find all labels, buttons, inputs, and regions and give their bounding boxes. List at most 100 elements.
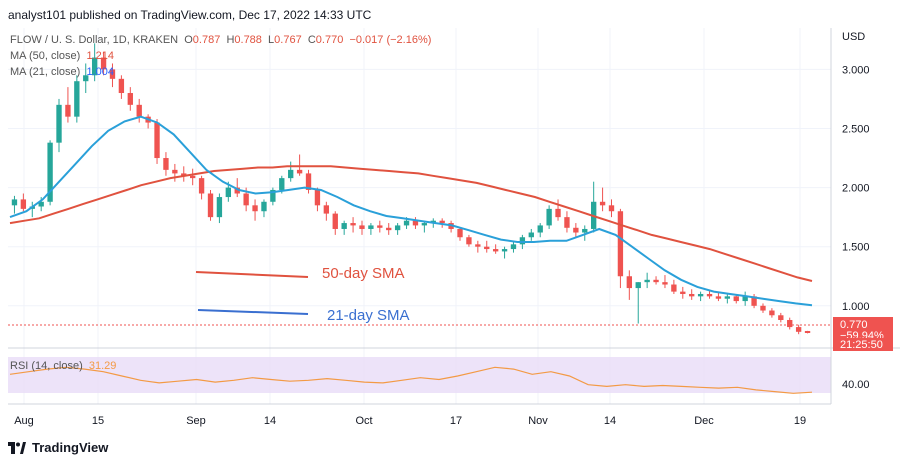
- time-label: 19: [794, 415, 806, 427]
- candle-body: [412, 220, 419, 226]
- change-value: −0.017 (−2.16%): [349, 34, 432, 46]
- candle-body: [457, 228, 463, 238]
- candle-body: [74, 81, 80, 117]
- candle-body: [466, 237, 472, 245]
- candle-body: [350, 223, 356, 226]
- tradingview-logo[interactable]: TradingView: [8, 440, 108, 455]
- sma50-annotation-line: [195, 271, 309, 278]
- price-tick-label: 1.500: [842, 242, 870, 254]
- close-value: 0.770: [315, 34, 344, 46]
- price-tick-label: 2.500: [842, 123, 870, 135]
- candle-body: [555, 208, 561, 218]
- candle-body: [537, 225, 543, 233]
- candle-body: [787, 319, 793, 328]
- candle-body: [804, 330, 811, 333]
- candle-body: [83, 75, 89, 82]
- candle-body: [492, 249, 499, 252]
- candle-body: [635, 282, 641, 289]
- l-label: L: [268, 34, 275, 46]
- currency-label: USD: [842, 31, 865, 43]
- rsi-legend: RSI (14, close) 31.29: [10, 360, 116, 372]
- candle-body: [56, 104, 62, 143]
- high-value: 0.788: [234, 34, 262, 46]
- candle-body: [368, 225, 374, 229]
- candle-body: [38, 201, 44, 207]
- candle-body: [394, 225, 401, 231]
- candle-body: [653, 279, 659, 283]
- candle-body: [109, 69, 116, 79]
- candle-body: [689, 293, 695, 297]
- candle-body: [475, 244, 481, 247]
- candle-body: [501, 249, 508, 252]
- candle-body: [225, 187, 231, 198]
- candle-body: [751, 296, 757, 306]
- candle-body: [573, 227, 579, 233]
- candle-body: [296, 169, 303, 174]
- rsi-legend-label: RSI (14, close): [10, 360, 83, 372]
- candle-body: [671, 284, 677, 292]
- ma50-line: [9, 165, 813, 282]
- candle-body: [359, 225, 365, 229]
- candle-body: [403, 220, 410, 226]
- ma50-legend: MA (50, close) 1.214: [10, 50, 114, 62]
- ma50-legend-label: MA (50, close): [10, 50, 81, 62]
- candle-body: [100, 57, 107, 70]
- time-label: Aug: [14, 415, 34, 427]
- time-label: 14: [264, 415, 276, 427]
- countdown-value: 21:25:50: [840, 339, 883, 351]
- candle-body: [163, 158, 169, 170]
- ma21-legend-value: 1.004: [86, 66, 114, 78]
- candle-body: [599, 201, 606, 206]
- time-label: 14: [604, 415, 616, 427]
- time-label: 15: [92, 415, 104, 427]
- countdown-tag: [833, 338, 893, 351]
- candle-body: [617, 211, 624, 277]
- ma21-line: [9, 115, 813, 307]
- candle-body: [207, 193, 214, 218]
- candle-body: [181, 173, 187, 176]
- candle-body: [510, 244, 517, 250]
- grid: [8, 28, 831, 404]
- candle-body: [564, 217, 570, 228]
- candle-body: [47, 142, 53, 202]
- tradingview-logo-text: TradingView: [32, 440, 109, 455]
- time-axis-labels: Aug 15 Sep 14 Oct 17 Nov 14 Dec 19: [14, 415, 806, 427]
- candle-body: [190, 175, 196, 179]
- last-price-value: 0.770: [840, 319, 868, 331]
- candle-body: [439, 220, 445, 224]
- candle-body: [323, 205, 330, 214]
- candle-body: [377, 225, 383, 228]
- candle-body: [216, 197, 223, 218]
- tradingview-logo-icon: [8, 441, 26, 454]
- rsi-line: [9, 366, 813, 394]
- h-label: H: [226, 34, 235, 46]
- candle-body: [724, 296, 731, 299]
- candle-body: [769, 310, 775, 316]
- candle-body: [715, 296, 722, 299]
- candle-body: [733, 296, 739, 302]
- c-label: C: [307, 34, 316, 46]
- time-label: Oct: [355, 415, 372, 427]
- candle-body: [91, 57, 98, 76]
- candle-body: [662, 282, 668, 285]
- candle-body: [305, 173, 312, 190]
- symbol-legend: FLOW / U. S. Dollar, 1D, KRAKEN O0.787 H…: [10, 34, 431, 46]
- candle-body: [332, 213, 338, 229]
- candle-body: [697, 293, 704, 297]
- price-tick-label: 1.000: [842, 301, 870, 313]
- candle-body: [65, 104, 71, 117]
- candle-body: [528, 232, 534, 238]
- ma21-legend-label: MA (21, close): [10, 66, 81, 78]
- candle-body: [136, 104, 142, 117]
- price-tick-label: 2.000: [842, 183, 870, 195]
- candle-body: [341, 223, 347, 229]
- candle-body: [680, 291, 686, 294]
- open-value: 0.787: [192, 34, 221, 46]
- ma21-legend: MA (21, close) 1.004: [10, 66, 114, 78]
- rsi-legend-value: 31.29: [88, 360, 117, 372]
- candle-body: [421, 223, 428, 226]
- publish-header: analyst101 published on TradingView.com,…: [8, 8, 372, 22]
- candle-body: [234, 187, 240, 194]
